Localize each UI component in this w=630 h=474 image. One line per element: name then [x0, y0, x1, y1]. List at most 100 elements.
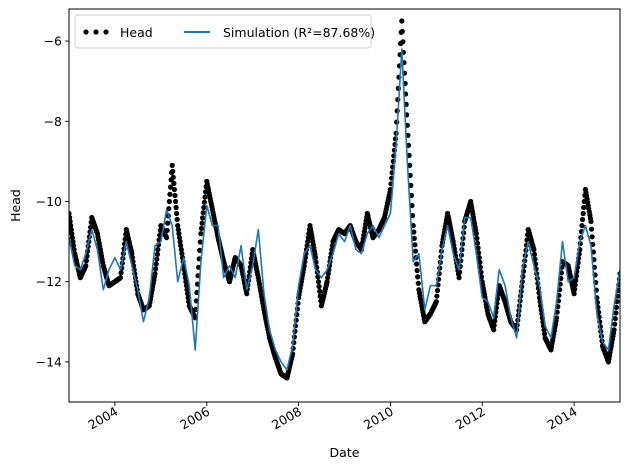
- head-point: [411, 229, 417, 235]
- head-point: [183, 279, 189, 285]
- head-point: [172, 198, 179, 205]
- head-point: [174, 210, 180, 217]
- head-point: [185, 291, 191, 297]
- head-point: [532, 256, 538, 262]
- head-point: [473, 231, 479, 237]
- y-tick-label: −8: [44, 114, 62, 129]
- head-point: [325, 275, 331, 281]
- head-point: [154, 251, 160, 257]
- legend-head-dot: [83, 29, 89, 35]
- head-point: [399, 18, 405, 24]
- head-point: [175, 227, 181, 233]
- head-point: [154, 256, 160, 262]
- head-point: [70, 243, 77, 249]
- head-point: [415, 280, 421, 286]
- head-point: [201, 204, 207, 211]
- head-point: [541, 327, 547, 333]
- head-point: [588, 218, 594, 225]
- head-point: [434, 287, 441, 294]
- head-point: [178, 243, 184, 249]
- head-point: [176, 235, 183, 241]
- head-point: [71, 247, 77, 253]
- head-point: [201, 199, 207, 205]
- head-point: [414, 267, 420, 274]
- head-point: [580, 216, 586, 223]
- legend: Head Simulation (R²=87.68%): [74, 14, 375, 49]
- head-point: [182, 275, 188, 281]
- legend-head-dot: [93, 29, 99, 35]
- y-axis-ticks: −14 −12 −10 −8 −6: [36, 34, 69, 369]
- head-point: [172, 192, 178, 199]
- head-point: [170, 168, 176, 174]
- head-point: [200, 215, 206, 221]
- head-point: [412, 242, 418, 248]
- head-point: [199, 220, 205, 226]
- head-point: [69, 214, 73, 221]
- head-point: [184, 287, 190, 293]
- head-point: [554, 315, 560, 321]
- head-point: [153, 266, 159, 272]
- head-point: [69, 235, 75, 241]
- head-point: [474, 240, 481, 246]
- legend-label-head: Head: [120, 25, 153, 40]
- y-tick-label: −6: [44, 34, 62, 49]
- head-point: [400, 39, 406, 45]
- head-point: [164, 235, 170, 241]
- head-point: [317, 288, 323, 294]
- head-point: [572, 282, 578, 288]
- legend-box: [74, 14, 372, 49]
- head-point: [329, 243, 335, 249]
- head-point: [170, 174, 176, 180]
- head-point: [613, 310, 619, 316]
- head-point: [117, 275, 124, 281]
- head-point: [491, 322, 497, 328]
- head-point: [315, 279, 322, 285]
- head-point: [69, 218, 73, 225]
- head-point: [612, 321, 618, 327]
- x-axis-label: Date: [330, 445, 360, 460]
- head-point: [316, 283, 322, 290]
- head-point: [531, 251, 538, 257]
- head-point: [178, 247, 184, 253]
- head-point: [492, 318, 498, 324]
- head-point: [174, 216, 180, 223]
- head-point: [167, 191, 173, 197]
- head-point: [324, 279, 330, 285]
- head-point: [434, 293, 440, 299]
- head-point: [166, 198, 172, 205]
- head-point: [581, 204, 587, 211]
- head-point: [70, 239, 76, 245]
- head-point: [474, 235, 480, 241]
- head-point: [491, 327, 497, 333]
- head-point: [167, 184, 174, 190]
- head-point: [411, 235, 417, 241]
- head-point: [197, 247, 203, 253]
- head-point: [118, 270, 124, 276]
- head-point: [171, 186, 177, 193]
- head-point: [456, 275, 462, 281]
- head-point: [176, 231, 182, 237]
- legend-head-marker: [83, 29, 109, 35]
- head-point: [175, 223, 181, 229]
- head-point: [580, 210, 586, 217]
- y-axis-label: Head: [8, 189, 23, 222]
- head-point: [475, 245, 481, 251]
- head-point: [153, 261, 159, 267]
- head-point: [325, 271, 331, 277]
- head-point: [129, 251, 135, 257]
- head-point: [612, 316, 618, 322]
- head-point: [200, 210, 206, 216]
- head-point: [164, 227, 170, 233]
- head-point: [83, 263, 89, 269]
- head-point: [573, 277, 579, 284]
- head-point: [476, 255, 482, 261]
- head-point: [177, 239, 183, 245]
- plot-frame: [68, 8, 621, 403]
- head-point: [202, 194, 208, 200]
- head-point: [531, 247, 537, 253]
- y-tick-label: −12: [36, 274, 62, 289]
- head-point: [169, 162, 175, 168]
- head-point: [197, 239, 203, 245]
- head-point: [312, 255, 319, 261]
- legend-label-simulation: Simulation (R²=87.68%): [223, 25, 375, 40]
